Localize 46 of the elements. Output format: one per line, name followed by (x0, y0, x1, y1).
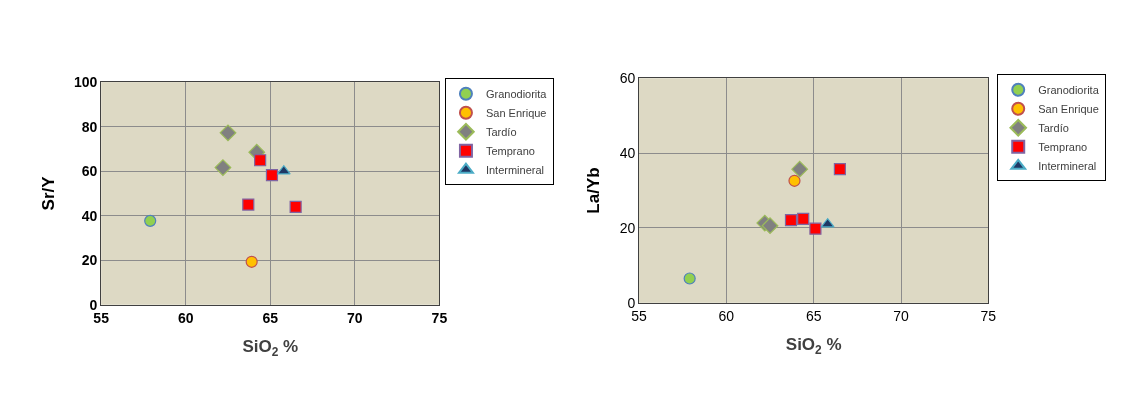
y-tick-label: 80 (81, 118, 98, 135)
y-axis-title: La/Yb (584, 167, 604, 214)
point (265, 169, 279, 182)
point (683, 272, 696, 285)
point (791, 160, 809, 178)
point (219, 124, 237, 142)
x-tick-label: 75 (431, 309, 448, 326)
point (245, 255, 258, 268)
legend-label: Intermineral (1038, 160, 1097, 173)
y-tick-label: 20 (619, 219, 636, 236)
x-tick-label: 65 (262, 309, 279, 326)
legend-label: Intermineral (485, 163, 545, 176)
x-axis-title: SiO$_{2}$ % (785, 335, 842, 357)
legend-label: Tardío (485, 125, 517, 138)
point (833, 163, 846, 176)
point (784, 214, 798, 227)
x-tick-label: 65 (805, 307, 822, 324)
point (761, 217, 779, 235)
point (797, 212, 810, 226)
y-tick-label: 60 (81, 163, 98, 180)
x-tick-label: 70 (893, 307, 910, 324)
y-axis-title: Sr/Y (38, 175, 58, 211)
x-tick-label: 60 (177, 309, 194, 326)
y-tick-label: 20 (81, 252, 98, 269)
point (144, 214, 157, 227)
y-tick-label: 100 (74, 74, 98, 90)
x-tick-label: 60 (718, 307, 735, 324)
x-axis-title: SiO$_{2}$ % (242, 336, 299, 359)
legend-label: San Enrique (485, 106, 547, 119)
y-tick-label: 60 (619, 70, 636, 87)
legend-label: Tardío (1038, 122, 1069, 135)
legend-label: Granodiorita (485, 87, 548, 100)
y-tick-label: 40 (619, 144, 636, 161)
point (788, 174, 801, 187)
point (289, 200, 302, 213)
point (214, 159, 232, 177)
y-tick-label: 40 (81, 207, 98, 224)
legend-label: Temprano (1038, 141, 1088, 154)
x-tick-label: 70 (347, 309, 363, 326)
point (254, 154, 267, 167)
legend-label: San Enrique (1038, 103, 1099, 116)
x-tick-label: 75 (980, 307, 997, 324)
point (809, 222, 822, 235)
legend-label: Granodiorita (1038, 84, 1100, 97)
point (242, 198, 255, 211)
legend-label: Temprano (485, 144, 535, 157)
